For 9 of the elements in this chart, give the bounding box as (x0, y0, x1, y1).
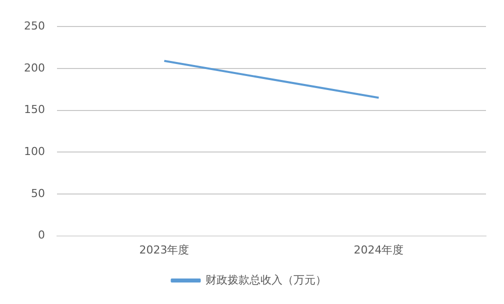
y-tick-label: 50 (30, 186, 45, 200)
y-tick-label: 0 (38, 228, 45, 242)
y-tick-label: 250 (24, 19, 45, 32)
x-tick-label: 2023年度 (139, 243, 190, 256)
y-tick-label: 150 (24, 103, 45, 116)
y-tick-label: 200 (24, 61, 45, 74)
y-tick-label: 100 (24, 144, 45, 158)
x-tick-label: 2024年度 (354, 243, 404, 256)
legend-label: 财政拨款总收入（万元） (205, 273, 326, 286)
